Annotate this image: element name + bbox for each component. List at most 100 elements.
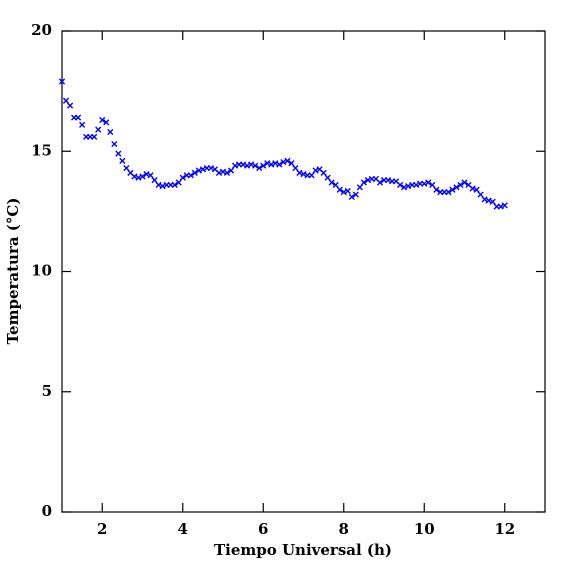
- point: [320, 169, 327, 176]
- point: [195, 167, 202, 174]
- x-tick-label: 6: [258, 520, 268, 538]
- y-axis-label: Temperatura (°C): [4, 198, 22, 345]
- point: [425, 179, 432, 186]
- point: [111, 140, 118, 148]
- x-tick-label: 10: [414, 520, 435, 538]
- point: [207, 164, 215, 172]
- point: [364, 177, 371, 184]
- point: [147, 172, 154, 179]
- point: [215, 169, 223, 176]
- point: [260, 162, 267, 169]
- point: [405, 183, 412, 190]
- point: [360, 179, 367, 186]
- point: [179, 174, 186, 181]
- point: [75, 114, 82, 121]
- y-tick-label: 20: [31, 21, 52, 39]
- point: [151, 177, 158, 184]
- y-tick-label: 10: [31, 262, 52, 280]
- point: [103, 119, 110, 126]
- point: [501, 202, 508, 209]
- point: [264, 160, 271, 167]
- y-tick-label: 15: [31, 141, 52, 159]
- point: [356, 184, 363, 191]
- y-tick-label: 0: [42, 502, 52, 520]
- point: [300, 171, 307, 178]
- point: [497, 203, 504, 210]
- point: [155, 181, 162, 189]
- point: [252, 162, 259, 169]
- point: [384, 177, 392, 184]
- point: [219, 168, 227, 175]
- point: [324, 174, 331, 181]
- point: [79, 121, 86, 128]
- point: [175, 179, 182, 186]
- point: [199, 166, 206, 173]
- point: [244, 162, 251, 169]
- x-tick-label: 2: [97, 520, 107, 538]
- x-tick-label: 8: [339, 520, 349, 538]
- point: [276, 161, 283, 168]
- point: [268, 161, 275, 168]
- point: [62, 97, 70, 104]
- point: [485, 197, 492, 204]
- point: [143, 171, 150, 178]
- point: [312, 167, 319, 174]
- x-tick-label: 12: [494, 520, 515, 538]
- point: [340, 189, 347, 196]
- point: [280, 158, 287, 166]
- point: [99, 116, 106, 124]
- point: [336, 186, 343, 193]
- point: [344, 187, 351, 195]
- point: [191, 169, 198, 176]
- point: [328, 179, 335, 186]
- point: [332, 181, 339, 189]
- point: [119, 157, 126, 164]
- point: [352, 191, 359, 198]
- point: [449, 186, 456, 193]
- point: [477, 191, 484, 198]
- point: [308, 172, 315, 179]
- point: [292, 164, 299, 172]
- y-tick-label: 5: [42, 382, 52, 400]
- point: [489, 198, 496, 205]
- point: [187, 172, 194, 179]
- point: [348, 193, 355, 201]
- point: [256, 164, 263, 172]
- point: [429, 181, 436, 189]
- point: [95, 126, 102, 133]
- point: [231, 162, 239, 169]
- point: [58, 78, 66, 85]
- point: [131, 173, 138, 180]
- point: [227, 167, 235, 174]
- point: [376, 179, 384, 186]
- point: [473, 186, 480, 193]
- point: [171, 181, 178, 189]
- point: [223, 169, 231, 176]
- point: [445, 189, 452, 196]
- point: [107, 128, 114, 136]
- point: [421, 180, 428, 187]
- point: [413, 181, 420, 189]
- point: [461, 179, 468, 186]
- point: [135, 174, 142, 181]
- point: [433, 186, 440, 193]
- x-axis-label: Tiempo Universal (h): [214, 541, 392, 559]
- point: [123, 164, 130, 172]
- point: [469, 185, 476, 192]
- point: [159, 183, 166, 190]
- point: [288, 160, 295, 167]
- point: [457, 181, 464, 189]
- point: [240, 161, 247, 168]
- point: [296, 169, 303, 176]
- point: [272, 160, 279, 167]
- x-tick-label: 4: [178, 520, 188, 538]
- point: [401, 184, 408, 191]
- point: [397, 181, 404, 189]
- point: [66, 102, 74, 109]
- point: [91, 133, 98, 140]
- point: [248, 161, 255, 168]
- point: [139, 173, 146, 180]
- point: [115, 150, 122, 157]
- point: [284, 157, 291, 164]
